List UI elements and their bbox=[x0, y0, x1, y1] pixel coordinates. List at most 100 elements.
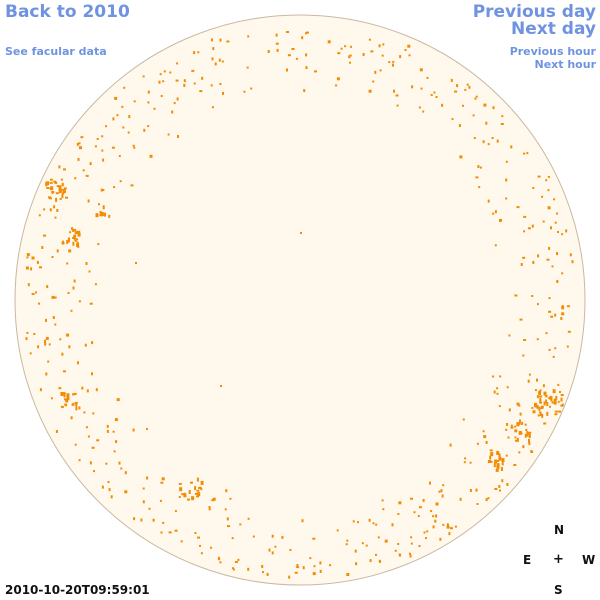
facula-marker bbox=[159, 499, 162, 502]
facula-marker bbox=[80, 136, 84, 139]
facula-marker bbox=[506, 423, 509, 426]
facula-marker bbox=[498, 485, 501, 488]
facula-marker bbox=[485, 121, 488, 125]
facula-marker bbox=[62, 392, 66, 395]
facula-marker bbox=[506, 386, 509, 389]
facula-marker bbox=[133, 517, 136, 521]
facula-marker bbox=[546, 402, 549, 407]
facula-marker bbox=[354, 549, 357, 553]
facula-marker bbox=[100, 188, 103, 192]
facula-marker bbox=[268, 548, 271, 552]
facula-marker bbox=[234, 561, 238, 563]
facula-marker bbox=[252, 535, 255, 538]
facula-marker bbox=[124, 471, 127, 475]
facula-marker bbox=[398, 553, 401, 556]
facula-marker bbox=[225, 489, 228, 493]
back-to-year-link[interactable]: Back to 2010 bbox=[5, 2, 130, 22]
facula-marker bbox=[98, 203, 100, 206]
facula-marker bbox=[116, 398, 120, 402]
facula-marker bbox=[61, 192, 64, 195]
facula-marker bbox=[546, 258, 550, 261]
facula-marker bbox=[88, 270, 91, 273]
facula-marker bbox=[72, 393, 75, 396]
facula-marker bbox=[450, 78, 453, 82]
facula-marker bbox=[496, 392, 499, 395]
facula-marker bbox=[146, 476, 149, 480]
facula-marker bbox=[558, 410, 562, 413]
facula-marker bbox=[548, 246, 551, 250]
facula-marker bbox=[546, 411, 549, 416]
facula-marker bbox=[121, 105, 124, 108]
facula-marker bbox=[561, 404, 564, 407]
see-facular-data-link[interactable]: See facular data bbox=[5, 45, 107, 58]
facula-marker bbox=[46, 187, 50, 189]
facula-marker bbox=[346, 573, 350, 576]
facula-marker bbox=[153, 107, 156, 110]
facula-marker bbox=[73, 238, 76, 241]
facula-marker bbox=[545, 332, 548, 335]
facula-marker bbox=[468, 85, 471, 89]
facula-marker bbox=[550, 315, 554, 318]
facula-marker bbox=[516, 206, 520, 209]
facula-marker bbox=[74, 401, 78, 404]
next-day-link[interactable]: Next day bbox=[511, 19, 596, 39]
facula-marker bbox=[108, 488, 111, 492]
facula-marker bbox=[33, 333, 36, 335]
facula-marker bbox=[261, 565, 264, 568]
facula-marker bbox=[271, 551, 274, 555]
facula-marker bbox=[381, 54, 384, 57]
facula-marker bbox=[566, 345, 569, 348]
facula-marker bbox=[122, 126, 125, 129]
facula-marker bbox=[54, 323, 57, 326]
facula-marker bbox=[110, 495, 113, 499]
next-hour-link[interactable]: Next hour bbox=[534, 58, 597, 71]
facula-marker bbox=[441, 494, 444, 498]
facula-marker bbox=[247, 517, 250, 520]
facula-marker bbox=[220, 385, 222, 387]
facula-marker bbox=[68, 345, 71, 349]
facula-marker bbox=[211, 57, 214, 61]
facula-marker bbox=[464, 88, 467, 91]
facula-marker bbox=[65, 196, 68, 199]
facula-marker bbox=[286, 31, 289, 33]
facula-marker bbox=[536, 404, 539, 409]
facula-marker bbox=[555, 395, 558, 400]
facula-marker bbox=[47, 360, 50, 363]
facula-marker bbox=[71, 227, 74, 231]
facula-marker bbox=[26, 253, 30, 257]
facula-marker bbox=[128, 115, 131, 119]
facula-marker bbox=[147, 90, 150, 94]
facula-marker bbox=[522, 354, 525, 357]
facula-marker bbox=[485, 440, 488, 444]
facula-marker bbox=[197, 536, 200, 539]
previous-day-link[interactable]: Previous day bbox=[472, 2, 596, 22]
facula-marker bbox=[375, 553, 377, 556]
previous-hour-link[interactable]: Previous hour bbox=[509, 45, 596, 58]
facula-marker bbox=[199, 90, 203, 93]
facula-marker bbox=[491, 137, 494, 139]
facula-marker bbox=[388, 61, 391, 64]
facula-marker bbox=[553, 402, 557, 405]
facula-marker bbox=[281, 535, 284, 539]
facula-marker bbox=[487, 143, 490, 146]
facula-marker bbox=[312, 537, 316, 540]
facula-marker bbox=[523, 339, 527, 341]
facula-marker bbox=[489, 455, 492, 460]
facula-marker bbox=[381, 499, 384, 502]
facula-marker bbox=[352, 520, 355, 523]
facula-marker bbox=[69, 231, 72, 234]
facula-marker bbox=[224, 508, 227, 511]
facula-marker bbox=[442, 523, 445, 526]
facula-marker bbox=[169, 71, 172, 74]
facula-marker bbox=[429, 481, 431, 485]
facula-marker bbox=[554, 410, 558, 413]
facula-marker bbox=[494, 210, 497, 214]
facula-marker bbox=[541, 195, 544, 198]
facula-marker bbox=[105, 125, 107, 128]
facula-marker bbox=[384, 539, 388, 543]
facula-marker bbox=[418, 506, 422, 509]
facula-marker bbox=[191, 69, 195, 72]
facula-marker bbox=[392, 60, 395, 63]
facula-marker bbox=[101, 135, 104, 138]
facula-marker bbox=[86, 389, 89, 393]
